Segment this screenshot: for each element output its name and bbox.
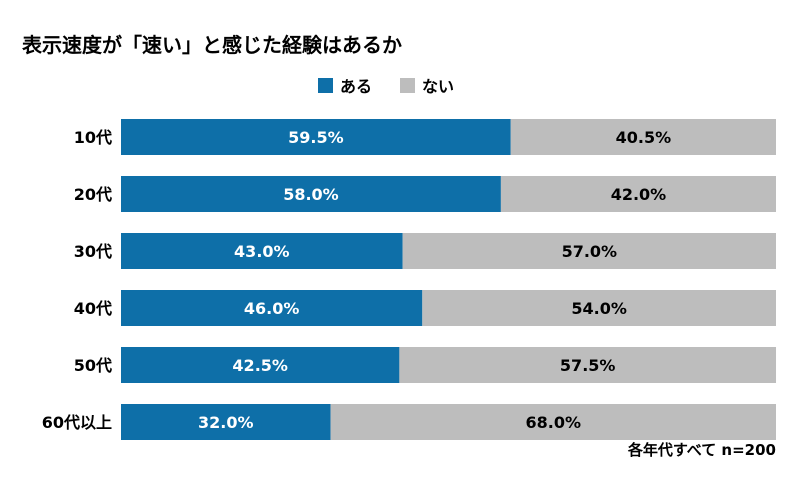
- bar-segment-1: [121, 290, 423, 326]
- category-label: 10代: [74, 128, 112, 147]
- chart-title: 表示速度が「速い」と感じた経験はあるか: [22, 33, 402, 57]
- data-label-2: 40.5%: [616, 128, 672, 147]
- data-label-1: 58.0%: [283, 185, 339, 204]
- category-label: 50代: [74, 356, 112, 375]
- bar-segment-1: [121, 347, 400, 383]
- data-label-2: 54.0%: [571, 299, 627, 318]
- category-label: 30代: [74, 242, 112, 261]
- bar-segment-2: [330, 404, 776, 440]
- bar-segment-1: [121, 176, 501, 212]
- data-label-1: 32.0%: [198, 413, 254, 432]
- category-label: 20代: [74, 185, 112, 204]
- data-label-1: 42.5%: [232, 356, 288, 375]
- legend-swatch-2: [400, 78, 415, 93]
- data-label-2: 68.0%: [526, 413, 582, 432]
- bar-segment-1: [121, 119, 511, 155]
- data-label-1: 59.5%: [288, 128, 344, 147]
- bar-segment-2: [399, 347, 777, 383]
- bar-segment-2: [422, 290, 776, 326]
- legend-swatch-1: [318, 78, 333, 93]
- legend-label-1: ある: [340, 77, 372, 96]
- legend-label-2: ない: [422, 77, 454, 96]
- bar-segment-1: [121, 404, 331, 440]
- category-label: 40代: [74, 299, 112, 318]
- bar-segment-1: [121, 233, 403, 269]
- data-label-2: 57.5%: [560, 356, 616, 375]
- value-labels: 59.5% 40.5% 58.0% 42.0% 43.0% 57.0% 46.0% 54.0%…: [198, 128, 671, 432]
- category-label: 60代以上: [42, 413, 112, 432]
- footnote: 各年代すべて n=200: [627, 441, 776, 459]
- legend: ある ない: [318, 77, 454, 96]
- bars: [121, 119, 777, 440]
- bar-segment-2: [402, 233, 776, 269]
- bar-segment-2: [510, 119, 776, 155]
- data-label-1: 43.0%: [234, 242, 290, 261]
- data-label-2: 42.0%: [611, 185, 667, 204]
- bar-segment-2: [500, 176, 776, 212]
- data-label-2: 57.0%: [562, 242, 618, 261]
- category-labels: 10代 20代 30代 40代 50代 60代以上: [42, 128, 112, 432]
- data-label-1: 46.0%: [244, 299, 300, 318]
